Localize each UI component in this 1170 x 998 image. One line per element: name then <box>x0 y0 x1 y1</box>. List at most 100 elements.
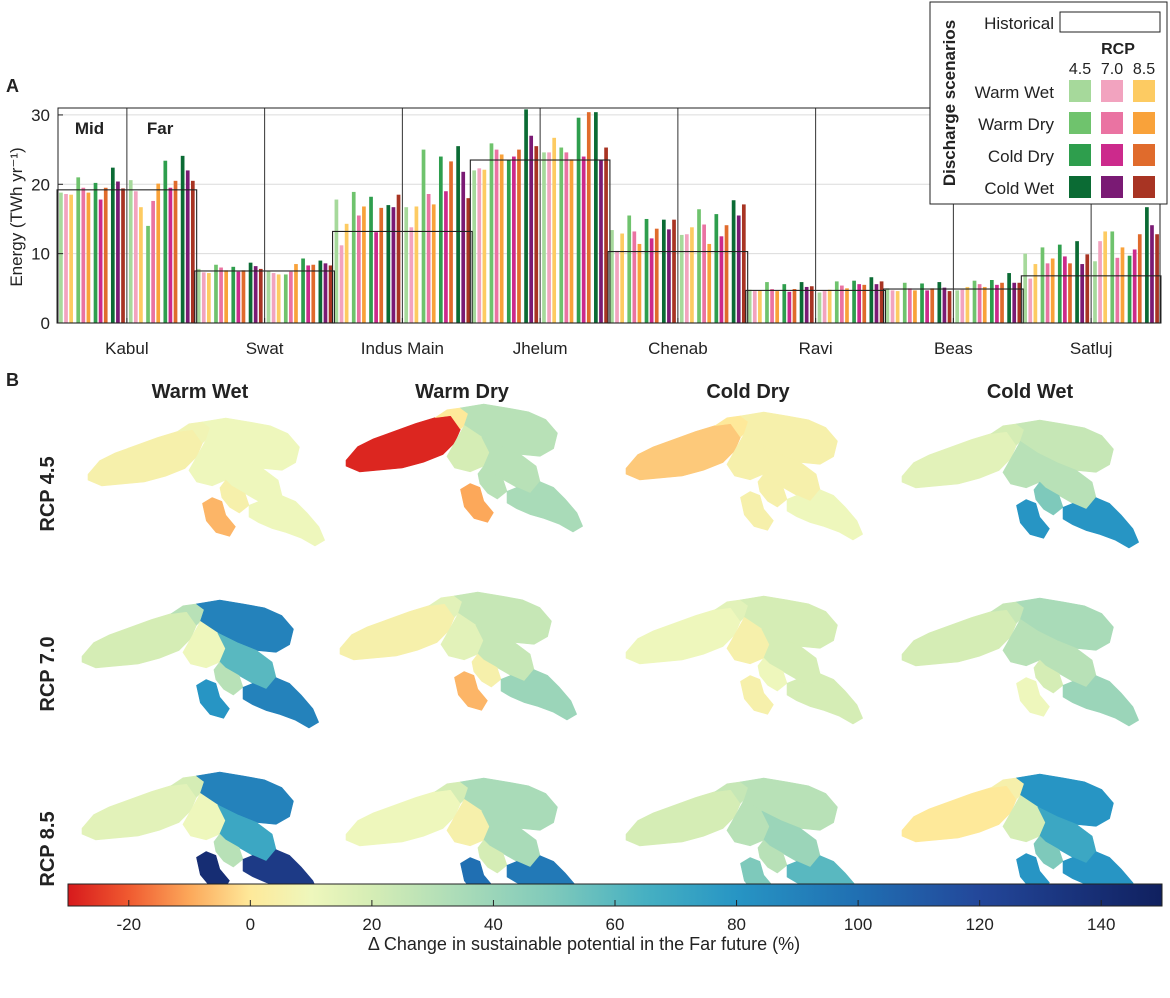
y-axis-label: Energy (TWh yr⁻¹) <box>7 147 26 286</box>
bar-jhelum-mid-cold-dry-rcp2 <box>512 156 516 323</box>
legend-rcp-7-0: 7.0 <box>1101 61 1123 78</box>
bar-ravi-mid-cold-dry-rcp2 <box>787 291 792 323</box>
bar-swat-far-cold-dry-rcp2 <box>306 265 311 323</box>
bar-kabul-far-warm-dry-rcp2 <box>151 200 155 323</box>
subbasin-beas <box>202 497 236 537</box>
bar-chenab-far-cold-dry-rcp1 <box>714 214 719 323</box>
subbasin-beas <box>1016 499 1050 539</box>
row-header-rcp-4-5: RCP 4.5 <box>37 456 59 531</box>
bar-chenab-far-cold-wet-rcp1 <box>731 200 736 323</box>
rcp-row-headers: RCP 4.5 RCP 7.0 RCP 8.5 <box>37 456 59 886</box>
bar-indus-main-mid-cold-wet-rcp3 <box>396 194 401 323</box>
bar-jhelum-far-warm-dry-rcp3 <box>569 159 574 323</box>
bar-ravi-far-warm-dry-rcp1 <box>834 281 839 323</box>
legend-historical-label: Historical <box>984 14 1054 33</box>
bar-jhelum-far-warm-wet-rcp3 <box>552 137 557 323</box>
bar-ravi-far-warm-wet-rcp1 <box>817 292 822 323</box>
bar-jhelum-far-cold-wet-rcp2 <box>599 160 603 323</box>
colorbar: -20 0 20 40 60 80 100 120 140 Δ Change in sustai… <box>67 883 1163 954</box>
bar-chenab-mid-cold-dry-rcp1 <box>644 218 649 323</box>
bar-indus-main-far-warm-dry-rcp2 <box>426 194 431 323</box>
legend-rcp-header: RCP <box>1101 41 1135 58</box>
bar-swat-mid-warm-wet-rcp3 <box>207 273 211 323</box>
bar-beas-far-cold-wet-rcp1 <box>1007 273 1011 323</box>
bar-kabul-mid-cold-dry-rcp3 <box>103 187 108 323</box>
bar-beas-far-cold-dry-rcp3 <box>1000 282 1004 323</box>
subbasin-satluj <box>506 481 583 533</box>
subbasin-ravi <box>477 465 508 500</box>
bar-jhelum-mid-cold-wet-rcp1 <box>524 109 528 323</box>
legend-scenario-cold-dry: Cold Dry <box>988 147 1055 166</box>
subbasin-beas <box>1016 677 1050 717</box>
bar-jhelum-mid-cold-dry-rcp3 <box>517 149 521 323</box>
bar-indus-main-mid-warm-wet-rcp3 <box>344 223 349 323</box>
bar-satluj-mid-warm-dry-rcp1 <box>1040 247 1045 323</box>
subbasin-ravi <box>213 661 244 696</box>
bar-beas-far-cold-dry-rcp1 <box>989 280 994 323</box>
bar-ravi-far-warm-dry-rcp3 <box>845 288 849 323</box>
bar-indus-main-far-warm-wet-rcp2 <box>409 227 414 323</box>
bar-beas-far-warm-dry-rcp1 <box>972 280 977 323</box>
bar-jhelum-far-warm-wet-rcp1 <box>542 152 546 323</box>
bar-indus-main-far-warm-wet-rcp3 <box>414 206 419 323</box>
bar-beas-mid-cold-wet-rcp2 <box>942 287 947 323</box>
basin-maps <box>81 403 1139 907</box>
bar-chenab-mid-cold-wet-rcp2 <box>667 229 671 323</box>
bar-chenab-far-cold-dry-rcp3 <box>724 225 729 323</box>
bar-indus-main-mid-cold-dry-rcp3 <box>379 207 384 323</box>
bar-swat-mid-warm-wet-rcp2 <box>201 272 206 323</box>
bar-chenab-mid-warm-wet-rcp3 <box>620 233 624 323</box>
bar-indus-main-mid-cold-wet-rcp2 <box>391 207 396 323</box>
bar-ravi-far-warm-wet-rcp3 <box>827 289 832 323</box>
colorbar-tick-label: 80 <box>727 915 746 934</box>
bar-ravi-mid-cold-wet-rcp2 <box>804 286 809 323</box>
bar-kabul-far-warm-wet-rcp1 <box>128 180 133 323</box>
colorbar-tick-label: 20 <box>362 915 381 934</box>
bar-kabul-mid-warm-wet-rcp3 <box>69 194 73 323</box>
subbasin-ravi <box>477 839 508 874</box>
bar-satluj-mid-warm-wet-rcp1 <box>1023 253 1028 323</box>
bar-beas-mid-warm-dry-rcp2 <box>907 288 912 323</box>
subbasin-satluj <box>786 489 863 541</box>
x-tick-label-jhelum: Jhelum <box>513 339 568 358</box>
bar-satluj-mid-warm-dry-rcp2 <box>1045 263 1050 323</box>
bar-jhelum-mid-warm-dry-rcp2 <box>494 149 499 323</box>
bar-indus-main-far-cold-dry-rcp2 <box>444 191 448 323</box>
subbasin-kabul <box>345 415 461 473</box>
bar-kabul-mid-warm-dry-rcp3 <box>86 192 91 323</box>
bar-ravi-mid-warm-dry-rcp2 <box>770 289 774 323</box>
bar-kabul-far-warm-wet-rcp3 <box>139 207 143 323</box>
bar-satluj-mid-cold-wet-rcp2 <box>1080 264 1085 323</box>
bar-jhelum-far-warm-dry-rcp1 <box>559 147 564 323</box>
bar-jhelum-mid-cold-wet-rcp3 <box>534 146 539 323</box>
column-header-warm-wet: Warm Wet <box>152 381 249 403</box>
colorbar-ticks: -20 0 20 40 60 80 100 120 140 <box>116 900 1115 934</box>
subbasin-kabul <box>81 783 197 841</box>
colorbar-label: Δ Change in sustainable potential in the… <box>368 934 800 954</box>
legend-scenario-warm-dry: Warm Dry <box>978 115 1054 134</box>
subbasin-beas <box>460 483 494 523</box>
legend-swatch-warm-wet-1 <box>1101 80 1123 102</box>
bar-indus-main-mid-warm-wet-rcp1 <box>334 199 339 323</box>
subbasin-ravi <box>471 653 502 688</box>
bar-indus-main-mid-warm-dry-rcp2 <box>356 215 361 323</box>
legend-swatch-warm-dry-2 <box>1133 112 1155 134</box>
subbasin-kabul <box>625 607 741 665</box>
bar-satluj-far-warm-wet-rcp2 <box>1098 241 1102 323</box>
bar-kabul-mid-cold-dry-rcp2 <box>98 199 103 323</box>
bar-chenab-far-cold-wet-rcp3 <box>741 204 746 323</box>
subbasin-beas <box>196 851 230 891</box>
bar-chenab-mid-warm-wet-rcp1 <box>610 230 614 323</box>
bar-swat-far-cold-wet-rcp2 <box>323 263 328 323</box>
bar-chenab-mid-warm-dry-rcp3 <box>637 243 642 323</box>
bar-satluj-far-cold-wet-rcp2 <box>1150 225 1154 323</box>
bar-ravi-mid-warm-wet-rcp3 <box>758 290 762 323</box>
bar-chenab-far-warm-dry-rcp1 <box>697 209 701 323</box>
bar-jhelum-far-cold-dry-rcp2 <box>581 156 586 323</box>
bar-ravi-mid-cold-dry-rcp1 <box>782 284 787 323</box>
map-rcp-4-5-warm-dry <box>345 403 583 533</box>
period-label-mid: Mid <box>75 119 104 138</box>
subbasin-beas <box>1016 853 1050 893</box>
colorbar-tick-label: 140 <box>1087 915 1115 934</box>
bar-ravi-mid-warm-dry-rcp1 <box>765 282 769 323</box>
